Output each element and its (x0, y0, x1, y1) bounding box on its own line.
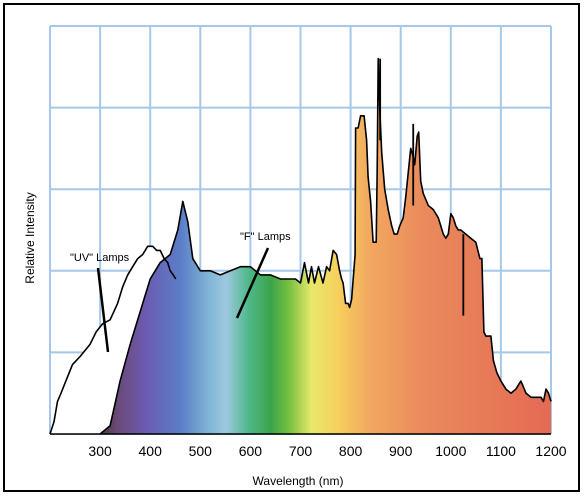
series-layer (49, 57, 552, 435)
f-lamps-area (100, 58, 551, 434)
annotation-f-pointer (235, 247, 270, 319)
x-tick-labels: 300 400 500 600 700 800 900 1000 1100 1200 (88, 443, 566, 459)
x-tick-label: 900 (389, 443, 413, 459)
y-axis-label: Relative Intensity (23, 192, 37, 283)
x-tick-label: 1200 (535, 443, 566, 459)
x-tick-label: 500 (189, 443, 213, 459)
x-tick-label: 400 (139, 443, 163, 459)
x-axis-label: Wavelength (nm) (253, 474, 344, 488)
annotation-uv-lamps: "UV" Lamps (70, 252, 130, 264)
annotation-uv-pointer (96, 267, 110, 353)
x-tick-label: 600 (239, 443, 263, 459)
x-tick-label: 800 (339, 443, 363, 459)
annotation-f-lamps: "F" Lamps (240, 231, 291, 243)
x-tick-label: 1000 (435, 443, 466, 459)
f-lamps-line (99, 57, 552, 435)
x-tick-label: 300 (88, 443, 112, 459)
uv-lamps-line (49, 245, 177, 435)
annotations: "UV" Lamps "F" Lamps (70, 231, 291, 353)
x-tick-label: 1100 (486, 443, 516, 459)
x-tick-label: 700 (289, 443, 313, 459)
